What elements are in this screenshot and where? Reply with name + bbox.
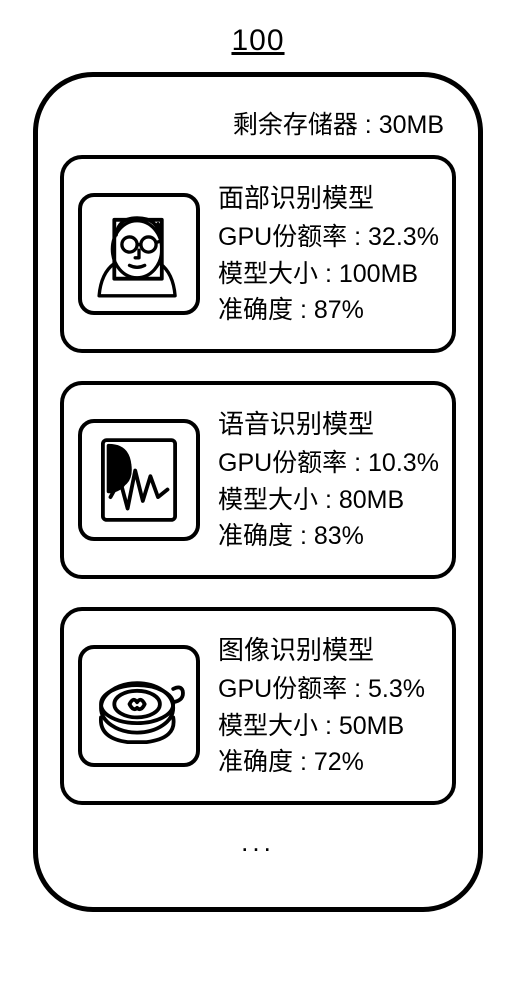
- size-label: 模型大小: [218, 486, 318, 514]
- acc-label: 准确度: [218, 748, 293, 776]
- acc-label: 准确度: [218, 296, 293, 324]
- card-title: 图像识别模型: [218, 632, 442, 670]
- card-text: 图像识别模型 GPU份额率 : 5.3% 模型大小 : 50MB 准确度 : 7…: [218, 632, 442, 780]
- size-value: 50MB: [339, 712, 404, 740]
- image-recognition-icon: [78, 645, 200, 767]
- size-value: 80MB: [339, 486, 404, 514]
- card-title: 语音识别模型: [218, 406, 442, 444]
- gpu-value: 32.3%: [368, 223, 439, 251]
- gpu-label: GPU份额率: [218, 449, 347, 477]
- status-value: 30MB: [379, 111, 444, 139]
- model-card-face[interactable]: 面部识别模型 GPU份额率 : 32.3% 模型大小 : 100MB 准确度 :…: [60, 155, 456, 353]
- sep: :: [293, 522, 314, 550]
- sep: :: [347, 675, 368, 703]
- more-indicator: ...: [60, 827, 456, 858]
- status-label: 剩余存储器: [233, 111, 358, 139]
- acc-value: 83%: [314, 522, 364, 550]
- gpu-value: 5.3%: [368, 675, 425, 703]
- sep: :: [318, 260, 339, 288]
- gpu-label: GPU份额率: [218, 223, 347, 251]
- card-text: 面部识别模型 GPU份额率 : 32.3% 模型大小 : 100MB 准确度 :…: [218, 180, 442, 328]
- sep: :: [318, 712, 339, 740]
- sep: :: [347, 449, 368, 477]
- size-label: 模型大小: [218, 712, 318, 740]
- card-text: 语音识别模型 GPU份额率 : 10.3% 模型大小 : 80MB 准确度 : …: [218, 406, 442, 554]
- status-separator: :: [358, 111, 379, 139]
- sep: :: [293, 296, 314, 324]
- acc-label: 准确度: [218, 522, 293, 550]
- acc-value: 72%: [314, 748, 364, 776]
- sep: :: [293, 748, 314, 776]
- acc-value: 87%: [314, 296, 364, 324]
- sep: :: [347, 223, 368, 251]
- status-line: 剩余存储器 : 30MB: [60, 105, 456, 141]
- model-card-image[interactable]: 图像识别模型 GPU份额率 : 5.3% 模型大小 : 50MB 准确度 : 7…: [60, 607, 456, 805]
- figure-number: 100: [0, 0, 516, 72]
- card-title: 面部识别模型: [218, 180, 442, 218]
- gpu-value: 10.3%: [368, 449, 439, 477]
- device-frame: 剩余存储器 : 30MB 面部识别模型 G: [33, 72, 483, 912]
- gpu-label: GPU份额率: [218, 675, 347, 703]
- model-card-voice[interactable]: 语音识别模型 GPU份额率 : 10.3% 模型大小 : 80MB 准确度 : …: [60, 381, 456, 579]
- sep: :: [318, 486, 339, 514]
- voice-recognition-icon: [78, 419, 200, 541]
- size-value: 100MB: [339, 260, 418, 288]
- size-label: 模型大小: [218, 260, 318, 288]
- face-recognition-icon: [78, 193, 200, 315]
